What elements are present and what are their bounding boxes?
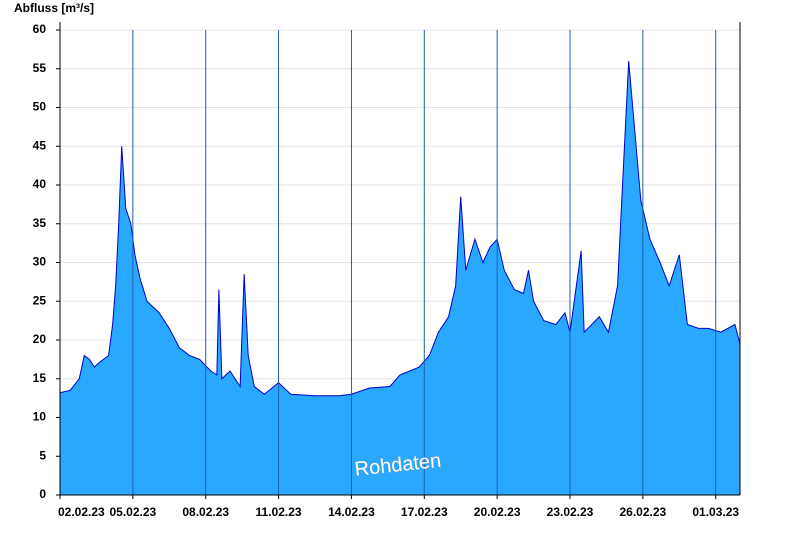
y-tick-label: 55 (33, 61, 47, 75)
y-axis-label: Abfluss [m³/s] (14, 1, 94, 15)
y-tick-label: 0 (39, 487, 46, 501)
x-tick-label: 26.02.23 (619, 505, 666, 519)
y-tick-label: 10 (33, 410, 47, 424)
x-tick-label: 17.02.23 (401, 505, 448, 519)
x-tick-label: 14.02.23 (328, 505, 375, 519)
y-tick-label: 40 (33, 177, 47, 191)
y-tick-label: 35 (33, 216, 47, 230)
line (59, 60, 741, 397)
y-tick-label: 15 (33, 371, 47, 385)
x-tick-label: 05.02.23 (109, 505, 156, 519)
x-tick-label: 23.02.23 (547, 505, 594, 519)
y-tick-label: 45 (33, 138, 47, 152)
y-tick-label: 20 (33, 332, 47, 346)
x-tick-label: 01.03.23 (692, 505, 739, 519)
y-tick-label: 5 (39, 448, 46, 462)
x-tick-label: 20.02.23 (474, 505, 521, 519)
x-tick-label: 08.02.23 (182, 505, 229, 519)
y-tick-label: 60 (33, 22, 47, 36)
y-tick-label: 30 (33, 255, 47, 269)
y-tick-label: 25 (33, 293, 47, 307)
y-tick-label: 50 (33, 100, 47, 114)
x-tick-label: 11.02.23 (256, 505, 302, 519)
x-tick-label: 02.02.23 (58, 505, 105, 519)
